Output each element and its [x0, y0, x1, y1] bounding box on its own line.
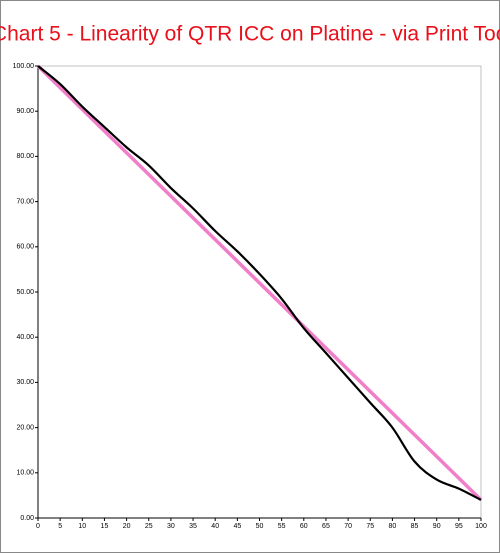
- x-tick-label: 50: [256, 523, 264, 530]
- x-tick-label: 25: [145, 523, 153, 530]
- x-tick-label: 80: [389, 523, 397, 530]
- y-tick-label: 60.00: [16, 244, 34, 251]
- line-series: [37, 65, 482, 501]
- x-tick-label: 40: [211, 523, 219, 530]
- x-tick-label: 85: [411, 523, 419, 530]
- x-tick-label: 75: [366, 523, 374, 530]
- y-tick-label: 10.00: [16, 470, 34, 477]
- x-tick-label: 100: [475, 523, 487, 530]
- x-tick-label: 20: [123, 523, 131, 530]
- x-tick-label: 95: [455, 523, 463, 530]
- x-tick-label: 10: [78, 523, 86, 530]
- x-tick-label: 70: [344, 523, 352, 530]
- x-tick-label: 30: [167, 523, 175, 530]
- line-series: [36, 64, 483, 502]
- y-tick-label: 70.00: [16, 198, 34, 205]
- x-tick-label: 5: [58, 523, 62, 530]
- y-tick-label: 20.00: [16, 424, 34, 431]
- x-tick-label: 65: [322, 523, 330, 530]
- x-tick-label: 45: [233, 523, 241, 530]
- y-tick-label: 40.00: [16, 334, 34, 341]
- y-tick-label: 50.00: [16, 289, 34, 296]
- y-tick-label: 30.00: [16, 379, 34, 386]
- x-tick-label: 0: [36, 523, 40, 530]
- y-tick-label: 90.00: [16, 108, 34, 115]
- x-tick-label: 15: [101, 523, 109, 530]
- chart-title: Chart 5 - Linearity of QTR ICC on Platin…: [0, 23, 500, 46]
- x-tick-label: 90: [433, 523, 441, 530]
- y-tick-label: 100.00: [13, 63, 35, 70]
- y-tick-label: 0.00: [20, 515, 34, 522]
- y-tick-label: 80.00: [16, 153, 34, 160]
- x-tick-label: 55: [278, 523, 286, 530]
- x-tick-label: 60: [300, 523, 308, 530]
- x-tick-label: 35: [189, 523, 197, 530]
